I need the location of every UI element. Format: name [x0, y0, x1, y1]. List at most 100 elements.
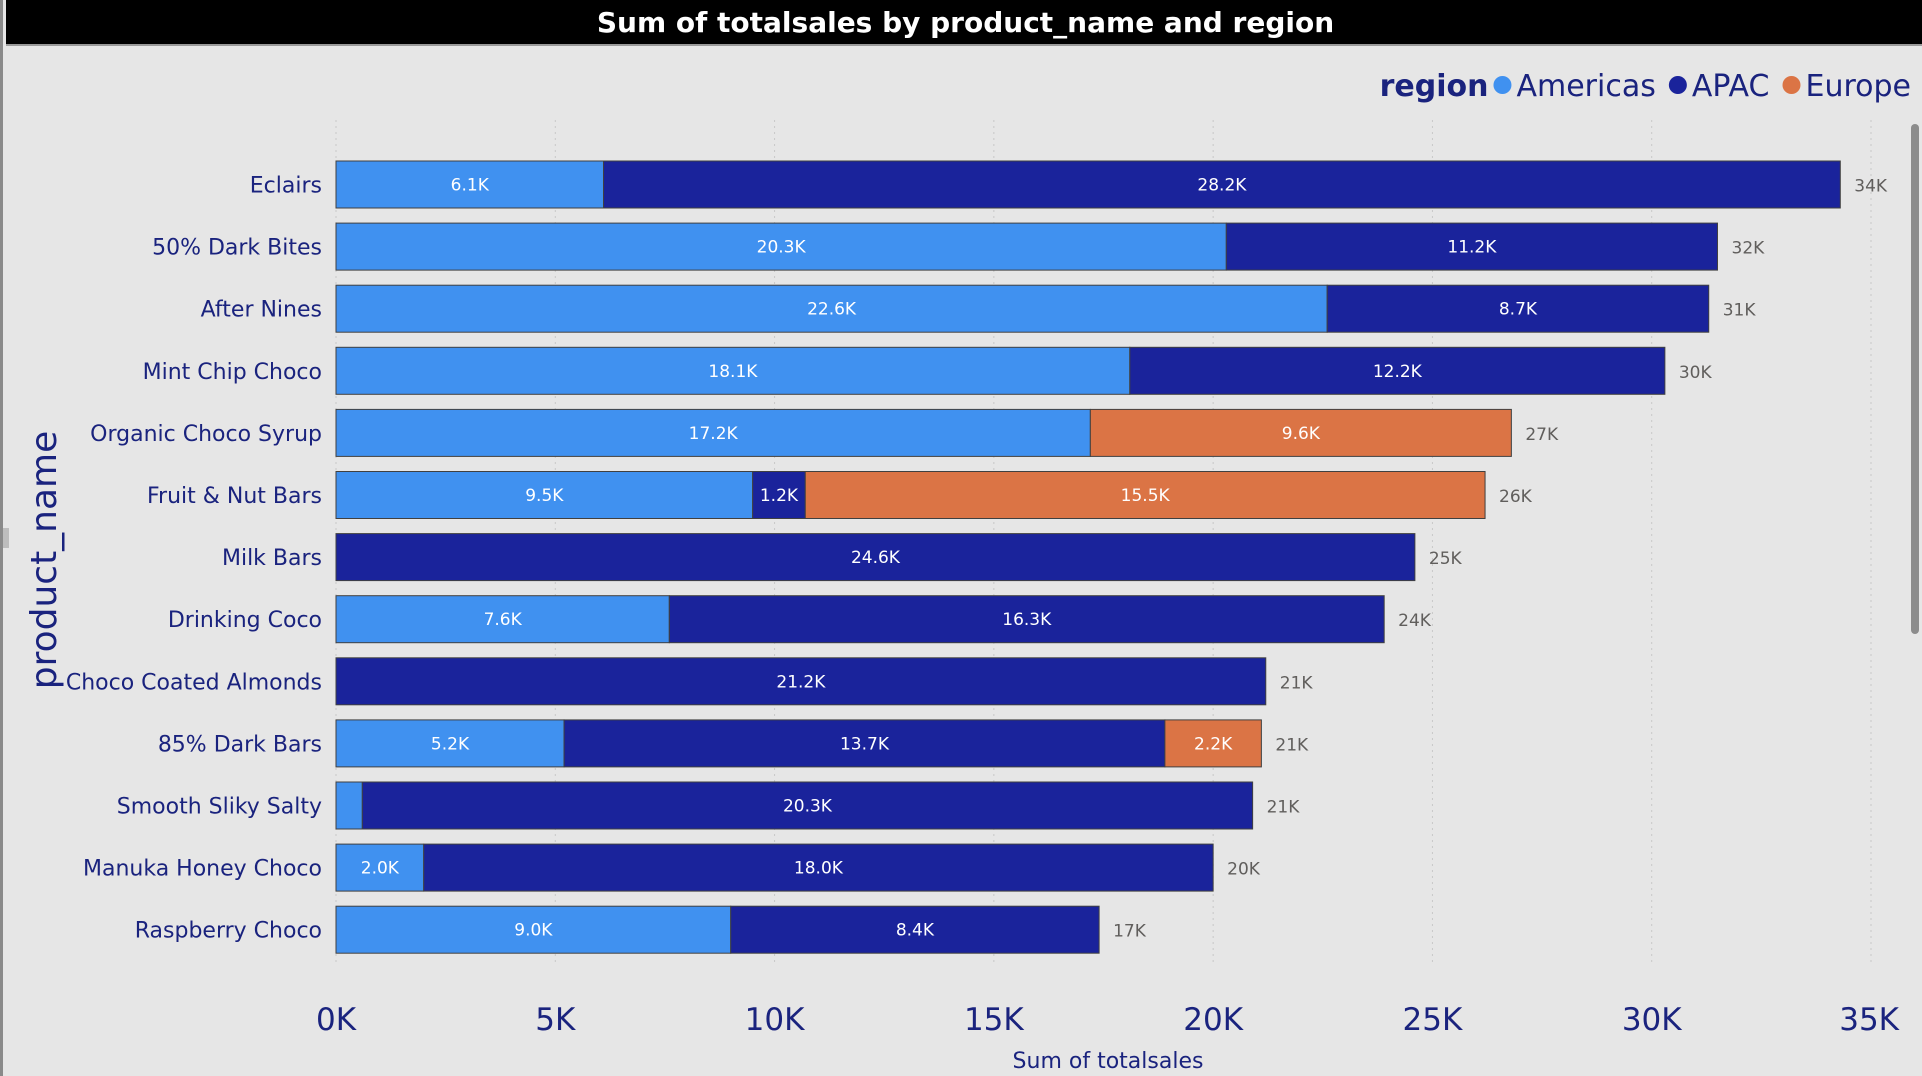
bar-segment-americas[interactable]: [335, 222, 1227, 271]
chart-title: Sum of totalsales by product_name and re…: [596, 5, 1335, 39]
category-label: Mint Chip Choco: [143, 360, 322, 385]
total-label: 30K: [1679, 363, 1713, 383]
legend-item-europe[interactable]: Europe: [1782, 69, 1912, 104]
data-label: 2.0K: [361, 859, 400, 879]
total-label: 20K: [1227, 860, 1261, 880]
y-axis-title: product_name: [24, 431, 65, 690]
resize-handle[interactable]: [3, 528, 9, 548]
bar-segment-apac[interactable]: [423, 843, 1214, 892]
x-tick-label: 5K: [535, 1002, 576, 1038]
category-labels: Eclairs 50% Dark Bites After Nines Mint Chi…: [66, 174, 322, 944]
x-tick-label: 10K: [745, 1002, 805, 1038]
data-label: 12.2K: [1373, 362, 1423, 382]
legend-label: Europe: [1806, 69, 1912, 104]
category-label: Choco Coated Almonds: [66, 670, 322, 695]
bar-row: 22.6K 8.7K 31K: [335, 284, 1757, 333]
x-tick-label: 20K: [1183, 1002, 1243, 1038]
x-tick-label: 30K: [1622, 1002, 1682, 1038]
data-label: 18.1K: [708, 362, 758, 382]
bar-segment-apac[interactable]: [730, 905, 1100, 954]
category-label: Eclairs: [250, 174, 322, 199]
bar-segment-americas[interactable]: [335, 471, 754, 519]
bar-row: 20.3K 21K: [335, 781, 1301, 830]
bar-segment-americas[interactable]: [335, 843, 425, 892]
bar-row: 21.2K 21K: [335, 657, 1314, 706]
x-tick-label: 25K: [1403, 1002, 1463, 1038]
bar-segment-europe[interactable]: [1164, 719, 1262, 768]
bar-row: 18.1K 12.2K 30K: [335, 346, 1713, 395]
bar-chart: 6.1K 28.2K 34K 20.3K 11.2K 32K 22.6K 8.7K 31K 18.…: [24, 69, 1912, 1074]
legend-marker: [1493, 76, 1512, 94]
data-label: 21.2K: [776, 672, 826, 692]
bar-segment-apac[interactable]: [668, 595, 1385, 644]
bar-segment-americas[interactable]: [335, 160, 605, 209]
category-label: Milk Bars: [222, 546, 322, 571]
bar-segment-americas[interactable]: [335, 346, 1131, 395]
legend-item-americas[interactable]: Americas: [1493, 69, 1656, 104]
data-label: 2.2K: [1194, 734, 1233, 754]
bar-segment-apac[interactable]: [603, 160, 1841, 209]
bar-row: 7.6K 16.3K 24K: [335, 595, 1432, 644]
bar-row: 2.0K 18.0K 20K: [335, 843, 1261, 892]
legend-label: APAC: [1692, 69, 1770, 104]
category-label: After Nines: [201, 298, 322, 323]
bar-segment-apac[interactable]: [563, 719, 1166, 768]
data-label: 28.2K: [1197, 176, 1247, 196]
data-label: 11.2K: [1447, 238, 1497, 258]
bar-segment-europe[interactable]: [804, 471, 1486, 519]
title-bar: Sum of totalsales by product_name and re…: [6, 0, 1922, 46]
bar-segment-apac[interactable]: [335, 657, 1267, 706]
data-label: 1.2K: [760, 486, 799, 506]
data-label: 22.6K: [807, 300, 857, 320]
category-label: Organic Choco Syrup: [90, 422, 322, 447]
bars: 6.1K 28.2K 34K 20.3K 11.2K 32K 22.6K 8.7K 31K 18.…: [335, 160, 1888, 954]
category-label: Fruit & Nut Bars: [147, 484, 322, 509]
bar-segment-americas[interactable]: [335, 284, 1328, 333]
data-label: 24.6K: [851, 548, 901, 568]
total-label: 24K: [1398, 611, 1432, 631]
bar-segment-apac[interactable]: [1326, 284, 1710, 333]
bar-segment-apac[interactable]: [1129, 346, 1666, 395]
total-label: 21K: [1280, 673, 1314, 693]
legend-marker: [1782, 76, 1801, 94]
bar-segment-apac[interactable]: [335, 533, 1416, 582]
x-tick-labels: 0K 5K 10K 15K 20K 25K 30K 35K: [316, 1002, 1900, 1038]
vertical-scrollbar[interactable]: [1911, 124, 1919, 634]
data-label: 8.4K: [896, 921, 935, 941]
data-label: 9.6K: [1282, 424, 1321, 444]
legend-item-apac[interactable]: APAC: [1668, 69, 1770, 104]
bar-segment-apac[interactable]: [1225, 222, 1719, 271]
total-label: 34K: [1854, 177, 1888, 197]
total-label: 21K: [1267, 798, 1301, 818]
category-label: Smooth Sliky Salty: [117, 795, 322, 820]
legend-title: region: [1380, 69, 1489, 104]
data-label: 9.5K: [525, 486, 564, 506]
data-label: 16.3K: [1002, 610, 1052, 630]
category-label: 50% Dark Bites: [152, 236, 322, 261]
bar-segment-europe[interactable]: [1089, 408, 1512, 457]
total-label: 26K: [1499, 487, 1533, 507]
bar-segment-americas[interactable]: [335, 408, 1091, 457]
data-label: 17.2K: [689, 424, 739, 444]
legend-marker: [1668, 76, 1687, 94]
bar-segment-apac[interactable]: [361, 781, 1254, 830]
data-label: 9.0K: [514, 921, 553, 941]
bar-row: 5.2K 13.7K 2.2K 21K: [335, 719, 1309, 768]
total-label: 31K: [1723, 301, 1757, 321]
category-label: 85% Dark Bars: [158, 732, 322, 757]
data-label: 6.1K: [451, 176, 490, 196]
x-tick-label: 35K: [1839, 1002, 1899, 1038]
data-label: 18.0K: [794, 859, 844, 879]
bar-row: 20.3K 11.2K 32K: [335, 222, 1765, 271]
data-label: 15.5K: [1121, 486, 1171, 506]
data-label: 8.7K: [1499, 300, 1538, 320]
bar-row: 9.5K 1.2K 15.5K 26K: [335, 471, 1533, 519]
data-label: 7.6K: [484, 610, 523, 630]
bar-segment-americas[interactable]: [335, 781, 363, 830]
data-label: 20.3K: [783, 797, 833, 817]
bar-row: 9.0K 8.4K 17K: [335, 905, 1147, 954]
category-label: Drinking Coco: [168, 608, 322, 633]
bar-segment-americas[interactable]: [335, 595, 670, 644]
total-label: 25K: [1429, 549, 1463, 569]
